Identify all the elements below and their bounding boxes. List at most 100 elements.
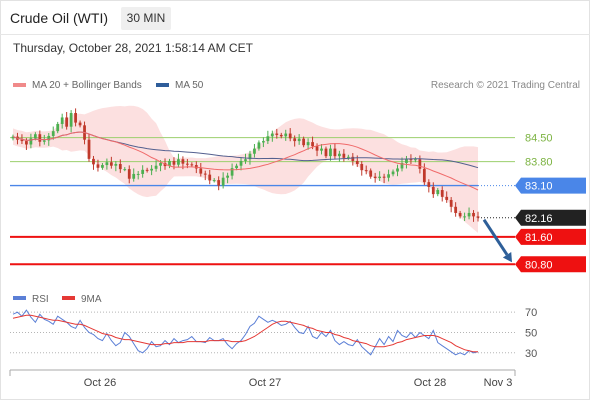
candle-body — [302, 138, 306, 146]
legend-9ma-swatch — [62, 296, 75, 300]
legend-ma20-swatch — [13, 83, 26, 88]
candle-body — [38, 134, 42, 142]
candle-body — [387, 174, 390, 178]
candle-body — [270, 133, 274, 137]
candle-body — [60, 117, 64, 124]
candle-body — [127, 169, 131, 179]
legend-ma50-label: MA 50 — [175, 80, 204, 91]
legend-rsi-swatch — [13, 296, 26, 300]
candle-body — [414, 159, 417, 161]
legend-9ma-label: 9MA — [81, 294, 102, 305]
ma20-line — [12, 131, 479, 191]
candle-body — [436, 190, 440, 195]
level-label-83.80: 83.80 — [525, 157, 553, 169]
candle-body — [360, 164, 364, 171]
candle-body — [279, 134, 283, 137]
candle-body — [87, 139, 91, 159]
candle-body — [47, 135, 51, 141]
candle-body — [288, 133, 292, 139]
candle-body — [105, 162, 109, 166]
candle-body — [369, 170, 373, 177]
candle-body — [65, 117, 69, 127]
candle-body — [190, 164, 194, 166]
forecast-arrow-head — [502, 252, 512, 263]
candle-body — [101, 165, 104, 168]
candle-body — [342, 153, 346, 158]
candle-body — [217, 180, 221, 186]
candle-body — [431, 186, 435, 195]
candle-body — [409, 158, 413, 161]
candle-body — [25, 141, 28, 145]
candle-body — [445, 196, 449, 200]
candle-body — [257, 142, 261, 149]
x-tick-Nov-3: Nov 3 — [484, 377, 513, 389]
candle-body — [168, 160, 171, 167]
candle-body — [226, 175, 230, 178]
candle-body — [467, 212, 471, 217]
candle-body — [253, 148, 256, 154]
header-divider — [0, 34, 590, 35]
candle-body — [150, 168, 153, 171]
candle-body — [51, 131, 55, 136]
legend-ma20: MA 20 + Bollinger Bands — [13, 80, 142, 91]
candle-body — [74, 113, 77, 123]
candle-body — [427, 182, 431, 187]
candle-body — [132, 173, 136, 179]
level-label-80.80: 80.80 — [525, 259, 553, 271]
legend-ma50: MA 50 — [156, 80, 203, 91]
candle-body — [306, 142, 310, 146]
candle-body — [199, 168, 203, 174]
timeframe-badge[interactable]: 30 MIN — [121, 7, 171, 30]
candle-body — [454, 206, 458, 213]
candle-body — [248, 153, 252, 160]
instrument-title: Crude Oil (WTI) — [10, 10, 108, 26]
candle-body — [185, 163, 189, 165]
candle-body — [400, 162, 404, 169]
x-tick-Oct-27: Oct 27 — [249, 377, 281, 389]
candle-body — [261, 141, 265, 143]
candle-body — [476, 216, 480, 218]
rsi-tick-70: 70 — [525, 307, 537, 319]
level-label-81.60: 81.60 — [525, 232, 553, 244]
candle-body — [235, 165, 238, 169]
candle-body — [212, 180, 216, 182]
level-tag-83.10 — [515, 177, 586, 194]
candle-body — [355, 160, 359, 165]
candle-body — [145, 169, 149, 171]
rsi-ma-line — [12, 314, 478, 353]
candle-body — [351, 156, 355, 161]
candle-body — [418, 159, 422, 169]
rsi-line — [12, 309, 479, 356]
candle-body — [324, 148, 328, 157]
candle-body — [244, 159, 247, 161]
candle-body — [458, 212, 462, 217]
candle-body — [33, 134, 37, 139]
candle-body — [329, 148, 332, 157]
candle-body — [42, 140, 46, 142]
candle-body — [208, 174, 212, 181]
candle-body — [311, 142, 314, 147]
candle-body — [96, 164, 100, 168]
candle-body — [221, 177, 225, 186]
candle-body — [315, 146, 319, 151]
level-tag-82.16 — [515, 209, 586, 226]
rsi-tick-30: 30 — [525, 348, 537, 360]
candle-body — [109, 162, 113, 166]
candle-body — [123, 169, 127, 171]
candle-body — [297, 138, 301, 142]
level-label-84.50: 84.50 — [525, 133, 553, 145]
candle-body — [373, 176, 377, 179]
candle-body — [29, 138, 33, 145]
header: Crude Oil (WTI) 30 MIN — [0, 0, 590, 34]
candle-body — [181, 159, 185, 164]
candle-body — [440, 190, 444, 197]
candle-body — [177, 159, 180, 165]
candle-body — [230, 168, 234, 176]
candle-body — [136, 173, 140, 175]
timestamp: Thursday, October 28, 2021 1:58:14 AM CE… — [13, 41, 253, 55]
candle-body — [472, 212, 475, 217]
candle-body — [78, 122, 82, 126]
candle-body — [422, 168, 426, 183]
candle-body — [20, 139, 24, 142]
